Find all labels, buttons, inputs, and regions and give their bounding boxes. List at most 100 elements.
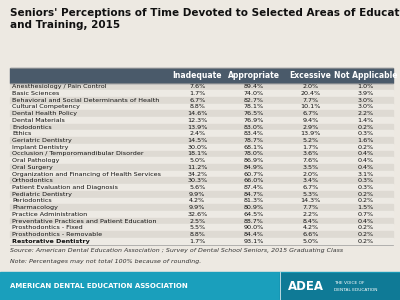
- Text: 76.9%: 76.9%: [244, 118, 264, 123]
- Bar: [280, 273, 399, 299]
- Text: 9.9%: 9.9%: [189, 205, 205, 210]
- Text: Dental Health Policy: Dental Health Policy: [12, 111, 77, 116]
- Bar: [10, 117, 393, 124]
- Bar: [10, 238, 393, 244]
- Text: 86.9%: 86.9%: [244, 158, 264, 163]
- Bar: [10, 191, 393, 197]
- Text: 0.7%: 0.7%: [358, 212, 374, 217]
- Text: 74.0%: 74.0%: [244, 91, 264, 96]
- Text: Ethics: Ethics: [12, 131, 31, 136]
- Text: 78.1%: 78.1%: [244, 104, 264, 110]
- Text: 5.5%: 5.5%: [189, 225, 205, 230]
- Text: Orthodontics: Orthodontics: [12, 178, 54, 183]
- Bar: [10, 218, 393, 224]
- Text: 3.9%: 3.9%: [358, 91, 374, 96]
- Text: 64.5%: 64.5%: [244, 212, 264, 217]
- Text: 14.3%: 14.3%: [300, 198, 321, 203]
- Text: DENTAL EDUCATION: DENTAL EDUCATION: [334, 288, 378, 292]
- Text: Implant Dentistry: Implant Dentistry: [12, 145, 68, 150]
- Text: 1.5%: 1.5%: [358, 205, 374, 210]
- Text: 0.4%: 0.4%: [358, 152, 374, 156]
- Text: Appropriate: Appropriate: [228, 71, 280, 80]
- Bar: [10, 130, 393, 137]
- Text: 9.4%: 9.4%: [302, 118, 319, 123]
- Bar: [10, 68, 393, 83]
- Text: 7.7%: 7.7%: [302, 205, 318, 210]
- Text: 0.2%: 0.2%: [358, 192, 374, 197]
- Bar: [10, 151, 393, 157]
- Text: Organization and Financing of Health Services: Organization and Financing of Health Ser…: [12, 172, 161, 176]
- Text: 3.0%: 3.0%: [358, 104, 374, 110]
- Text: Preventative Practices and Patient Education: Preventative Practices and Patient Educa…: [12, 218, 156, 224]
- Bar: [10, 211, 393, 217]
- Text: 0.2%: 0.2%: [358, 145, 374, 150]
- Text: 2.5%: 2.5%: [189, 218, 205, 224]
- Text: 6.7%: 6.7%: [189, 98, 205, 103]
- Text: 13.9%: 13.9%: [300, 131, 321, 136]
- Text: 1.4%: 1.4%: [358, 118, 374, 123]
- Text: 9.9%: 9.9%: [189, 192, 205, 197]
- Bar: [10, 184, 393, 191]
- Text: 1.7%: 1.7%: [189, 238, 205, 244]
- Text: Not Applicable: Not Applicable: [334, 71, 398, 80]
- Text: 30.0%: 30.0%: [187, 145, 207, 150]
- Text: Oral Surgery: Oral Surgery: [12, 165, 53, 170]
- Text: 66.0%: 66.0%: [244, 178, 264, 183]
- Text: Practice Administration: Practice Administration: [12, 212, 87, 217]
- Text: 80.9%: 80.9%: [244, 205, 264, 210]
- Text: Basic Sciences: Basic Sciences: [12, 91, 59, 96]
- Text: 90.0%: 90.0%: [244, 225, 264, 230]
- Text: 30.3%: 30.3%: [187, 178, 207, 183]
- Text: 14.5%: 14.5%: [187, 138, 207, 143]
- Text: 1.6%: 1.6%: [358, 138, 374, 143]
- Text: 3.1%: 3.1%: [358, 172, 374, 176]
- Bar: [10, 110, 393, 117]
- Text: 7.6%: 7.6%: [189, 84, 205, 89]
- Text: Prosthodontics - Removable: Prosthodontics - Removable: [12, 232, 102, 237]
- Text: Endodontics: Endodontics: [12, 124, 52, 130]
- Text: 2.4%: 2.4%: [189, 131, 205, 136]
- Text: 34.2%: 34.2%: [187, 172, 207, 176]
- Text: 82.7%: 82.7%: [244, 98, 264, 103]
- Bar: [10, 204, 393, 211]
- Text: 6.7%: 6.7%: [302, 111, 319, 116]
- Text: 76.5%: 76.5%: [244, 111, 264, 116]
- Text: 89.4%: 89.4%: [244, 84, 264, 89]
- Text: 0.2%: 0.2%: [358, 232, 374, 237]
- Text: 0.2%: 0.2%: [358, 225, 374, 230]
- Text: 0.2%: 0.2%: [358, 198, 374, 203]
- Text: 2.2%: 2.2%: [358, 111, 374, 116]
- Text: THE VOICE OF: THE VOICE OF: [334, 281, 364, 285]
- Text: 4.2%: 4.2%: [189, 198, 205, 203]
- Bar: [10, 137, 393, 144]
- Text: 3.5%: 3.5%: [302, 165, 318, 170]
- Text: 3.0%: 3.0%: [358, 98, 374, 103]
- Text: Dental Materials: Dental Materials: [12, 118, 65, 123]
- Text: 5.3%: 5.3%: [302, 192, 318, 197]
- Text: Restorative Dentistry: Restorative Dentistry: [12, 238, 90, 244]
- Text: Pharmacology: Pharmacology: [12, 205, 58, 210]
- Bar: [10, 144, 393, 151]
- Text: 8.8%: 8.8%: [189, 232, 205, 237]
- Text: 84.9%: 84.9%: [244, 165, 264, 170]
- Bar: [10, 97, 393, 104]
- Text: 87.4%: 87.4%: [244, 185, 264, 190]
- Bar: [10, 224, 393, 231]
- Text: Note: Percentages may not total 100% because of rounding.: Note: Percentages may not total 100% bec…: [10, 260, 201, 265]
- Text: 5.2%: 5.2%: [302, 138, 318, 143]
- Text: 2.0%: 2.0%: [302, 172, 318, 176]
- Bar: [10, 197, 393, 204]
- Text: Source: American Dental Education Association ; Survey of Dental School Seniors,: Source: American Dental Education Associ…: [10, 248, 343, 253]
- Text: 6.6%: 6.6%: [302, 232, 319, 237]
- Text: 1.7%: 1.7%: [302, 145, 319, 150]
- Text: 14.6%: 14.6%: [187, 111, 207, 116]
- Text: 0.2%: 0.2%: [358, 238, 374, 244]
- Text: 5.6%: 5.6%: [189, 185, 205, 190]
- Bar: [10, 90, 393, 97]
- Text: Prosthodontics - Fixed: Prosthodontics - Fixed: [12, 225, 83, 230]
- Text: 1.7%: 1.7%: [189, 91, 205, 96]
- Text: 7.6%: 7.6%: [302, 158, 319, 163]
- Text: 10.1%: 10.1%: [300, 104, 321, 110]
- Text: 83.0%: 83.0%: [244, 124, 264, 130]
- Text: 0.3%: 0.3%: [358, 178, 374, 183]
